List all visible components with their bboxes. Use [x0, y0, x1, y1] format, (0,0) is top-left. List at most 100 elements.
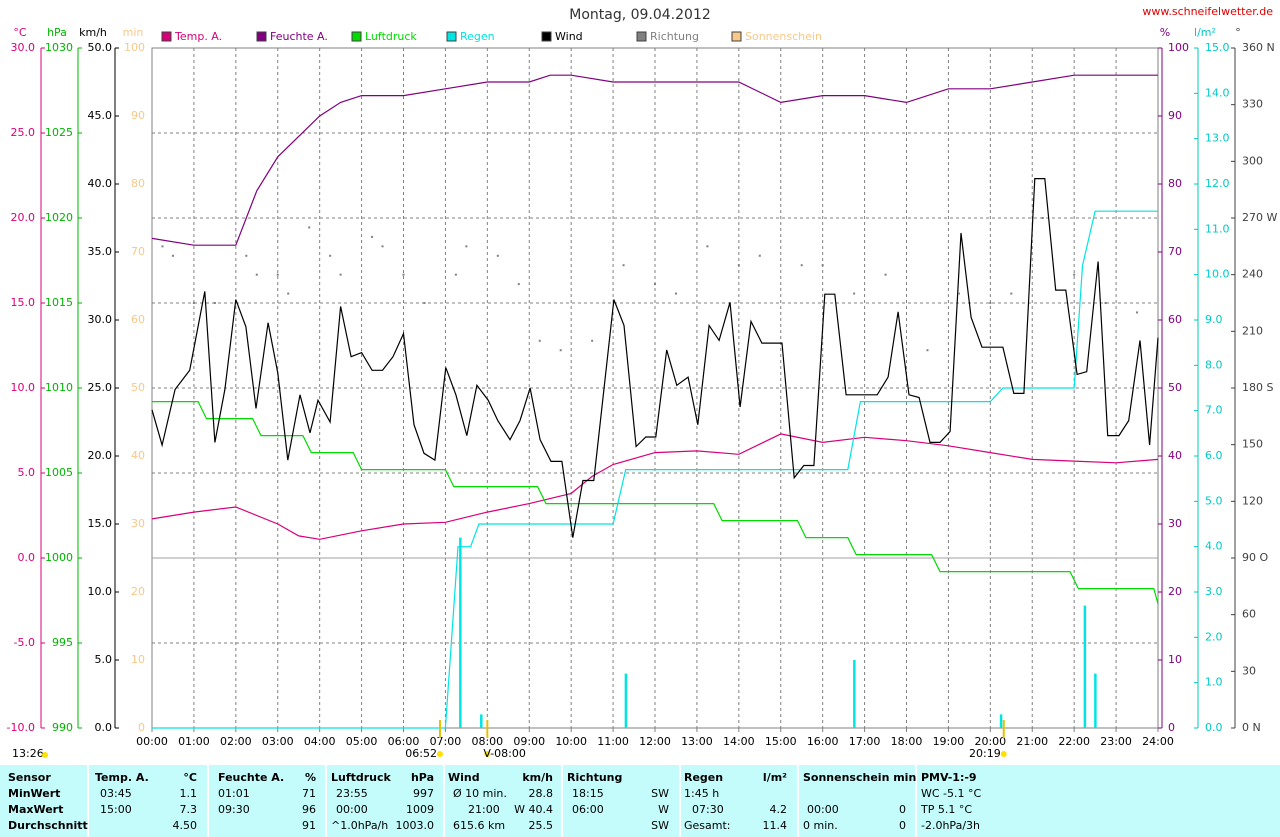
table-cell: 07:30 [692, 803, 724, 816]
rain-bar [459, 537, 462, 728]
table-cell: 0 [899, 803, 906, 816]
series-line [152, 401, 1159, 605]
direction-dot [339, 273, 342, 276]
table-header: PMV-1:-9 [921, 771, 977, 784]
table-cell: Ø 10 min. [453, 787, 507, 800]
table-cell: 997 [413, 787, 434, 800]
y-tick-label: 360 N [1242, 41, 1275, 54]
legend-swatch [256, 31, 267, 42]
y-tick-label: 10.0 [1205, 268, 1230, 281]
direction-dot [758, 254, 761, 257]
table-cell: MaxWert [8, 803, 63, 816]
table-header: l/m² [763, 771, 787, 784]
axis-unit: min [123, 26, 144, 39]
direction-dot [989, 302, 992, 304]
direction-dot [161, 245, 164, 248]
legend-label: Richtung [650, 30, 699, 43]
rain-bar [480, 714, 483, 728]
direction-dot [1073, 273, 1076, 276]
y-tick-label: 10 [1168, 653, 1182, 666]
table-cell: 1.1 [180, 787, 198, 800]
x-tick-label: 19:00 [933, 735, 965, 748]
series-line [151, 433, 1159, 540]
y-tick-label: -10.0 [7, 721, 35, 734]
table-cell: W 40.4 [514, 803, 553, 816]
direction-dot [213, 302, 216, 304]
direction-dot [800, 264, 803, 267]
axis-unit: hPa [47, 26, 67, 39]
y-tick-label: 9.0 [1205, 313, 1223, 326]
direction-dot [192, 302, 195, 304]
axis-unit: l/m² [1194, 26, 1216, 39]
axis-unit: % [1160, 26, 1170, 39]
direction-dot [465, 245, 468, 248]
series-line [151, 178, 1159, 538]
y-tick-label: 15.0 [11, 296, 36, 309]
table-cell: 00:00 [807, 803, 839, 816]
y-tick-label: 330 [1242, 98, 1263, 111]
y-tick-label: 50 [1168, 381, 1182, 394]
axis-unit: °C [13, 26, 27, 39]
y-tick-label: 90 O [1242, 551, 1268, 564]
rain-bar [624, 673, 628, 728]
x-tick-label: 03:00 [262, 735, 294, 748]
legend-swatch [351, 31, 362, 42]
table-header: Sensor [8, 771, 51, 784]
axis-unit: km/h [79, 26, 107, 39]
direction-dot [517, 283, 520, 286]
y-tick-label: 25.0 [88, 381, 113, 394]
direction-dot [1104, 302, 1107, 304]
y-tick-label: 240 [1242, 268, 1263, 281]
series-line [152, 210, 1158, 729]
direction-dot [308, 226, 311, 229]
direction-dot [329, 254, 332, 257]
legend-swatch [541, 31, 552, 42]
y-tick-label: 1010 [45, 381, 73, 394]
table-cell: 7.3 [180, 803, 198, 816]
table-cell: 4.2 [770, 803, 788, 816]
y-tick-label: 20.0 [11, 211, 36, 224]
y-tick-label: 25.0 [11, 126, 36, 139]
x-tick-label: 16:00 [807, 735, 839, 748]
sun-dot [42, 752, 48, 758]
table-cell: 4.50 [173, 819, 198, 832]
direction-dot [674, 292, 677, 295]
y-tick-label: 80 [131, 177, 145, 190]
y-tick-label: 20.0 [88, 449, 113, 462]
sun-dot [1000, 751, 1007, 757]
direction-dot [276, 273, 279, 276]
direction-dot [454, 273, 457, 276]
y-tick-label: 300 [1242, 154, 1263, 167]
direction-dot [884, 273, 887, 276]
legend-swatch [731, 31, 742, 42]
direction-dot [1136, 311, 1139, 314]
y-tick-label: 30 [131, 517, 145, 530]
legend-label: Sonnenschein [745, 30, 822, 43]
y-tick-label: 4.0 [1205, 540, 1223, 553]
table-cell: 06:00 [572, 803, 604, 816]
legend-label: Temp. A. [174, 30, 222, 43]
x-tick-label: 11:00 [597, 735, 629, 748]
direction-dot [496, 254, 499, 257]
x-tick-label: 08:00 [471, 735, 503, 748]
x-tick-label: 06:00 [388, 735, 420, 748]
y-tick-label: 0.0 [1205, 721, 1223, 734]
y-tick-label: 100 [124, 41, 145, 54]
y-tick-label: 0 [1168, 721, 1175, 734]
table-header: Sonnenschein min [803, 771, 916, 784]
y-tick-label: 0.0 [95, 721, 113, 734]
y-tick-label: 150 [1242, 438, 1263, 451]
y-tick-label: 30.0 [11, 41, 36, 54]
rain-bar [1083, 605, 1087, 728]
table-header: hPa [411, 771, 434, 784]
y-tick-label: 5.0 [1205, 494, 1223, 507]
x-tick-label: 05:00 [346, 735, 378, 748]
y-tick-label: 50.0 [88, 41, 113, 54]
table-cell: SW [651, 819, 669, 832]
direction-dot [926, 349, 929, 352]
y-tick-label: 1020 [45, 211, 73, 224]
table-header: °C [183, 771, 197, 784]
